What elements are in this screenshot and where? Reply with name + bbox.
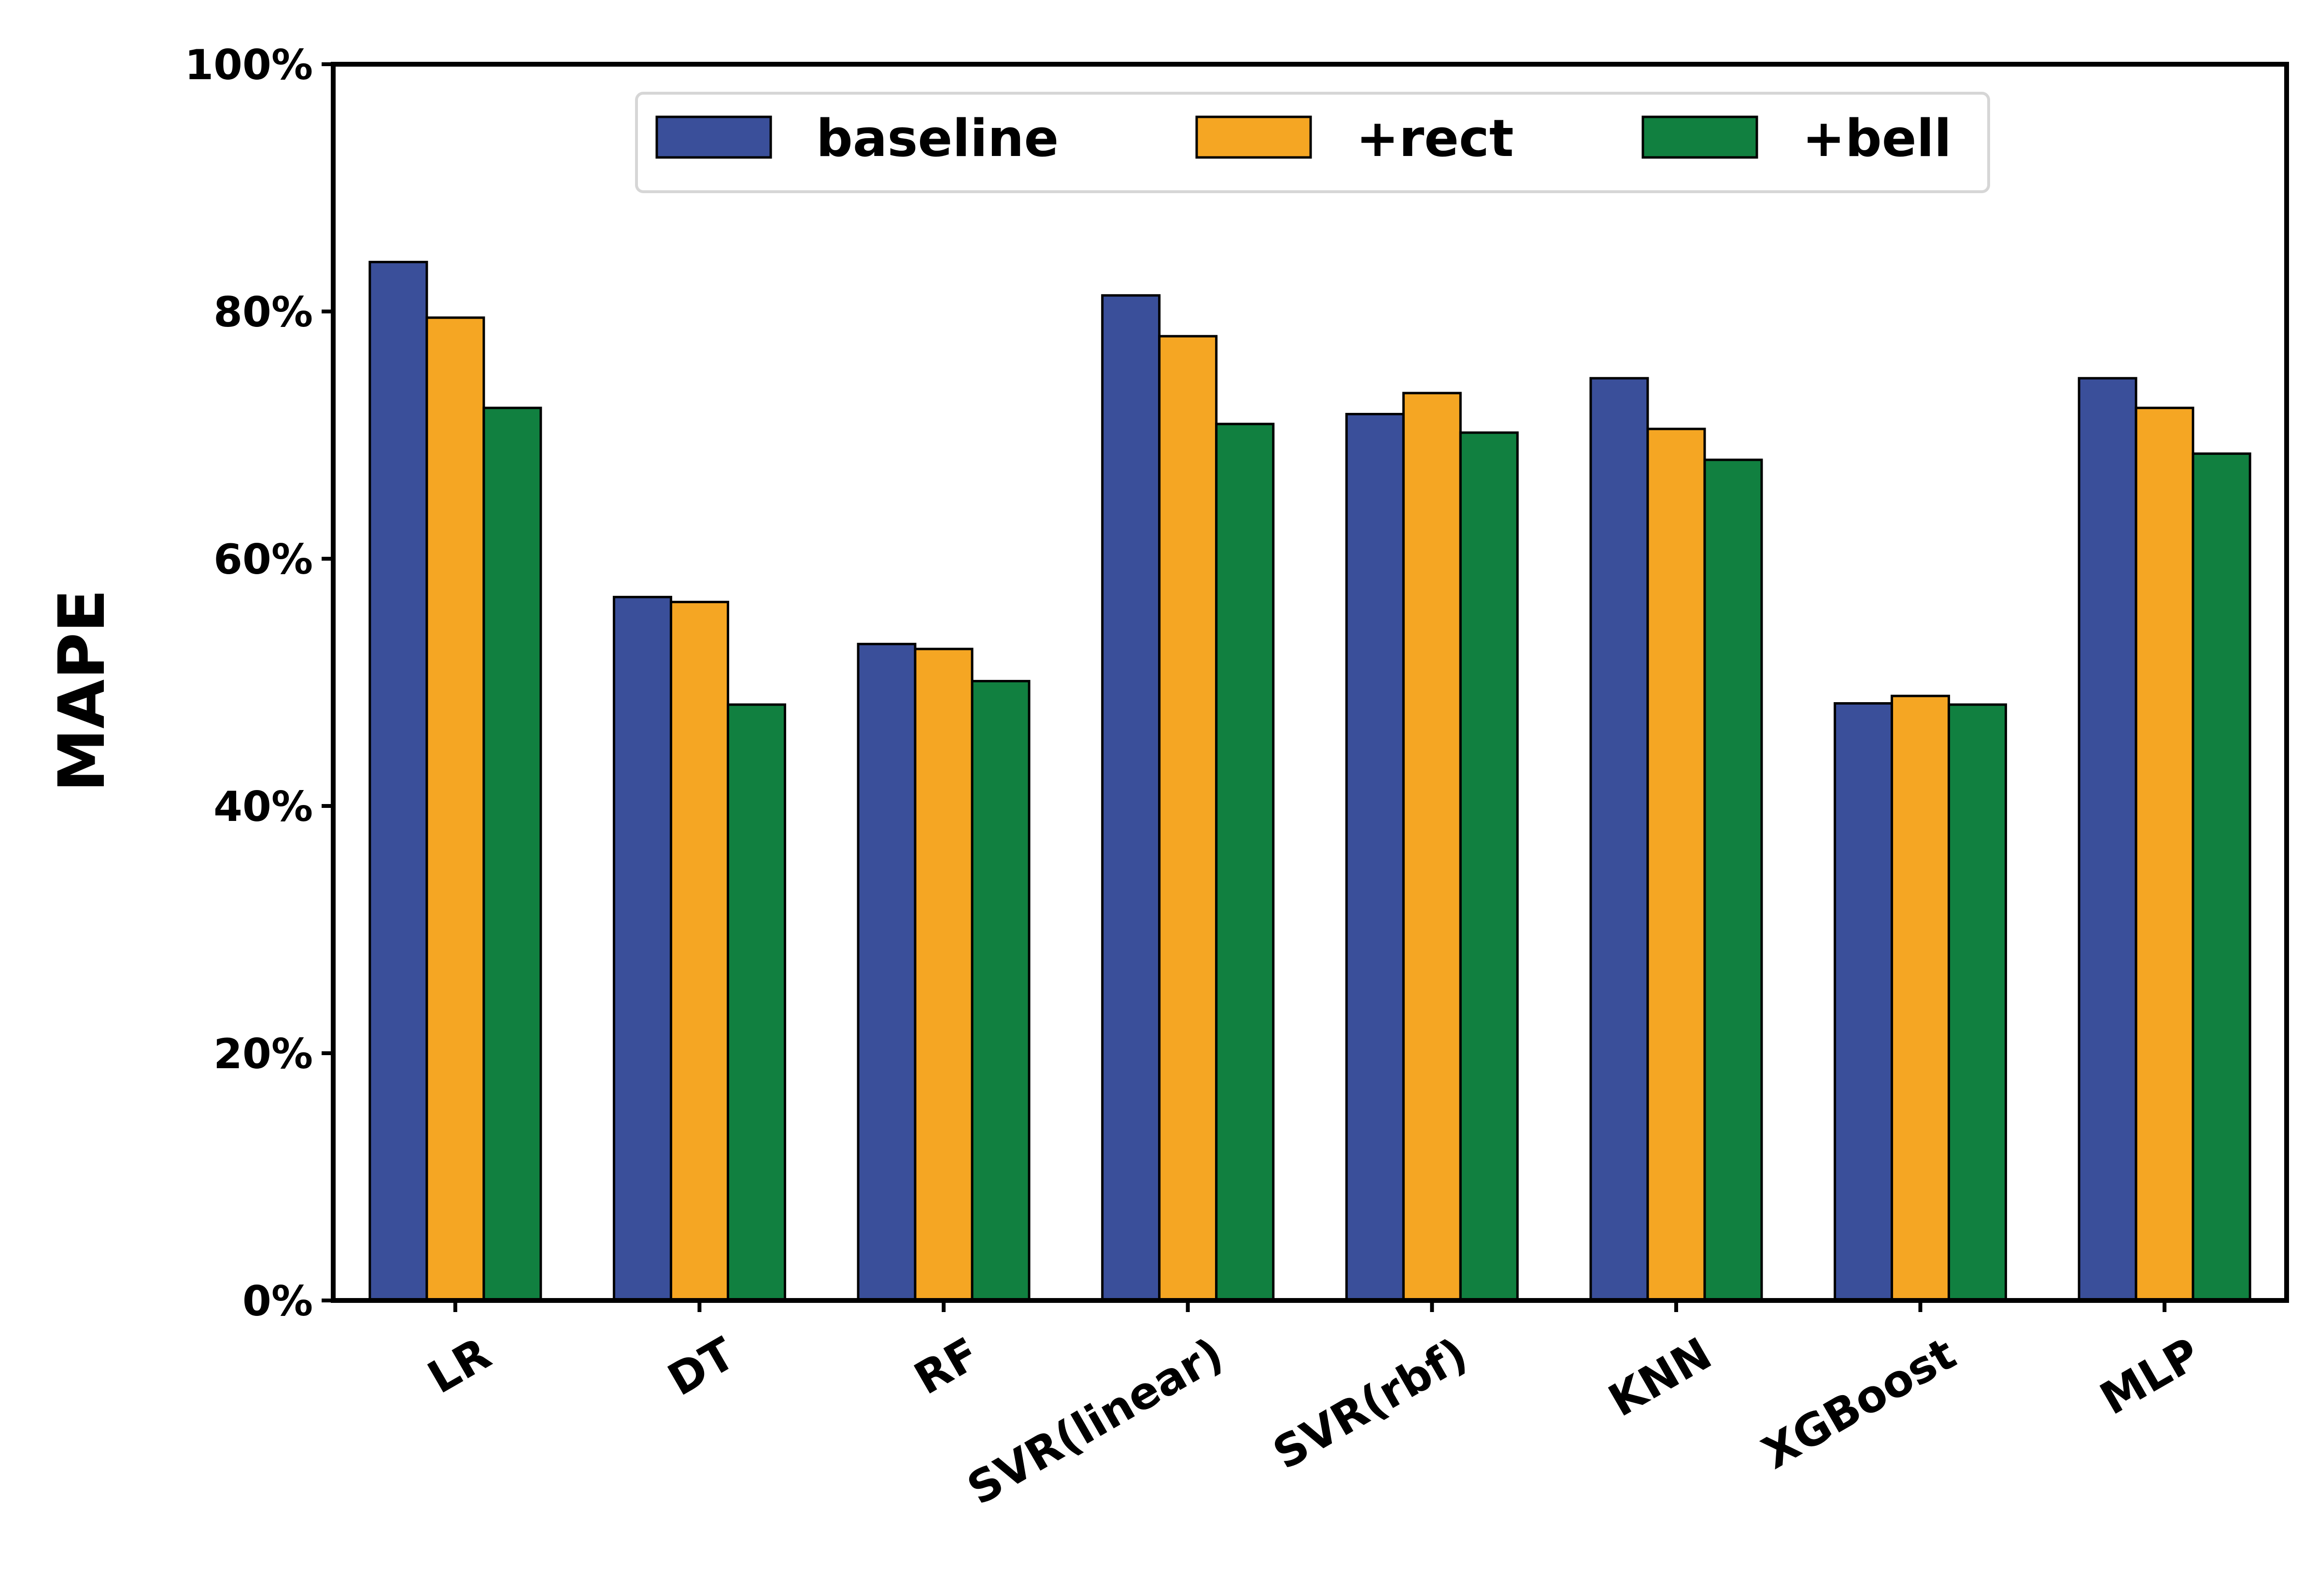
bar-bell-dt: [726, 703, 786, 1302]
x-tick-label: XGBoost: [1754, 1328, 1965, 1479]
bar-rect-rf: [914, 648, 974, 1302]
bar-bell-svrlinear: [1215, 423, 1275, 1302]
y-tick-label: 0%: [242, 1277, 313, 1326]
bar-rect-dt: [669, 601, 729, 1302]
bar-bell-rf: [971, 679, 1031, 1302]
legend-swatch-baseline: [655, 115, 772, 159]
bar-rect-xgboost: [1891, 694, 1951, 1302]
legend-swatch-bell: [1641, 115, 1758, 159]
bar-baseline-lr: [368, 261, 428, 1302]
bar-baseline-dt: [612, 595, 672, 1302]
bar-rect-svrlinear: [1158, 335, 1218, 1302]
bar-baseline-xgboost: [1834, 702, 1894, 1302]
bar-bell-xgboost: [1948, 703, 2007, 1302]
y-tick-label: 40%: [213, 783, 313, 831]
bar-rect-knn: [1646, 427, 1706, 1302]
legend: baseline +rect +bell: [635, 92, 1990, 193]
bar-baseline-rf: [857, 643, 917, 1302]
y-tick-label: 60%: [213, 536, 313, 584]
x-tick-label: RF: [906, 1328, 988, 1405]
bar-baseline-svrlinear: [1101, 294, 1161, 1302]
legend-label: +rect: [1356, 109, 1514, 168]
bar-bell-knn: [1703, 458, 1763, 1302]
y-tick-label: 20%: [213, 1030, 313, 1078]
bar-baseline-mlp: [2078, 377, 2137, 1302]
bar-rect-mlp: [2134, 407, 2194, 1302]
legend-swatch-rect: [1195, 115, 1312, 159]
bar-bell-mlp: [2191, 452, 2251, 1302]
bars-layer: [368, 261, 2251, 1302]
x-tick-label: KNN: [1600, 1328, 1720, 1427]
y-tick-label: 100%: [184, 41, 313, 89]
x-tick-label: SVR(linear): [959, 1328, 1232, 1515]
bar-baseline-knn: [1589, 377, 1649, 1302]
x-tick-label: LR: [419, 1328, 499, 1403]
x-tick-label: MLP: [2092, 1328, 2208, 1425]
bar-rect-lr: [425, 316, 485, 1302]
y-axis-label: MAPE: [45, 589, 119, 792]
bar-baseline-svrrbf: [1345, 412, 1405, 1302]
plot-frame: [331, 62, 2289, 1303]
bar-bell-lr: [482, 407, 542, 1302]
x-tick-label: SVR(rbf): [1265, 1328, 1476, 1479]
bar-bell-svrrbf: [1459, 431, 1519, 1302]
legend-label: +bell: [1802, 109, 1951, 168]
y-tick-label: 80%: [213, 288, 313, 337]
legend-label: baseline: [816, 109, 1059, 168]
x-tick-label: DT: [659, 1328, 743, 1406]
bar-rect-svrrbf: [1402, 392, 1462, 1302]
